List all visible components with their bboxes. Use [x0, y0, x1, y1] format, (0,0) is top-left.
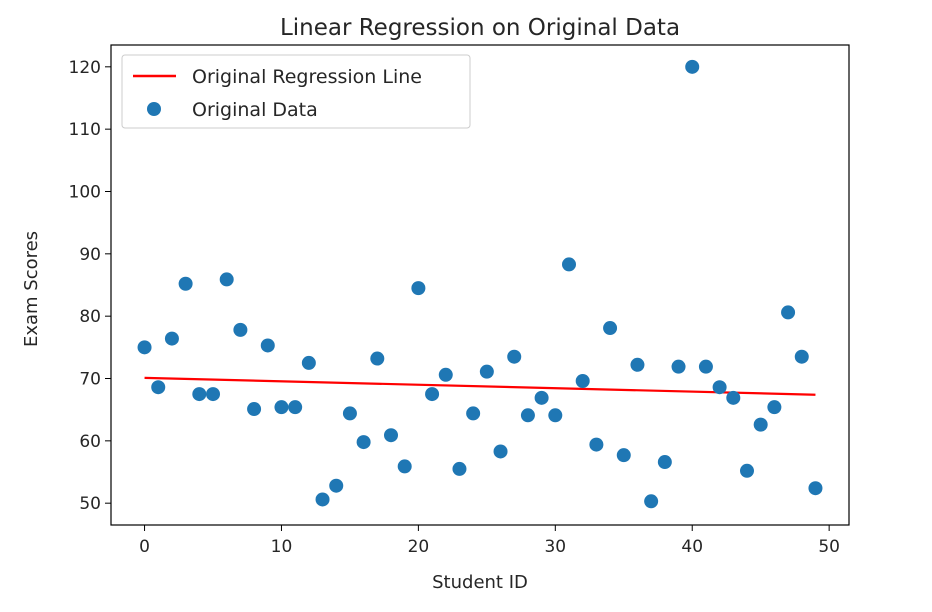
legend-label-regression-line: Original Regression Line — [192, 66, 422, 88]
data-point — [329, 478, 344, 493]
data-point — [192, 387, 207, 402]
chart-title: Linear Regression on Original Data — [280, 15, 680, 41]
data-point — [370, 351, 385, 366]
data-point — [219, 272, 234, 287]
data-point — [561, 257, 576, 272]
x-tick-label: 0 — [139, 537, 150, 557]
data-point — [274, 400, 289, 415]
x-tick-label: 20 — [408, 537, 430, 557]
data-point — [151, 380, 166, 395]
data-point — [164, 331, 179, 346]
x-axis-label: Student ID — [432, 572, 528, 593]
y-tick-label: 80 — [79, 307, 101, 327]
data-point — [781, 305, 796, 320]
data-point — [247, 402, 262, 417]
data-point — [671, 359, 686, 374]
y-axis-label: Exam Scores — [21, 231, 42, 347]
y-axis: 50 60 70 80 90 100 110 120 — [69, 58, 111, 514]
data-point — [356, 435, 371, 450]
data-point — [794, 349, 809, 364]
data-point — [603, 321, 618, 336]
regression-line — [144, 376, 816, 396]
data-point — [301, 355, 316, 370]
legend: Original Regression Line Original Data — [121, 54, 471, 129]
legend-label-original-data: Original Data — [192, 99, 318, 121]
legend-marker-swatch — [147, 102, 161, 116]
y-tick-label: 60 — [79, 432, 101, 452]
data-point — [589, 437, 604, 452]
legend-box — [121, 54, 471, 129]
regression-line-layer — [144, 376, 816, 396]
data-point — [493, 444, 508, 459]
data-point — [260, 338, 275, 353]
data-point — [753, 417, 768, 432]
data-point — [712, 380, 727, 395]
data-point — [411, 281, 426, 296]
data-point — [507, 349, 522, 364]
y-tick-label: 100 — [69, 182, 101, 202]
data-point — [534, 390, 549, 405]
data-point — [479, 364, 494, 379]
y-tick-label: 120 — [69, 58, 101, 78]
scatter-points — [137, 59, 823, 509]
y-tick-label: 110 — [69, 120, 101, 140]
y-tick-label: 70 — [79, 370, 101, 390]
x-axis: 0 10 20 30 40 50 — [139, 525, 840, 557]
data-point — [466, 406, 481, 421]
data-point — [548, 408, 563, 423]
data-point — [384, 428, 399, 443]
data-point — [767, 400, 782, 415]
y-tick-label: 50 — [79, 494, 101, 514]
data-point — [137, 340, 152, 355]
data-point — [657, 455, 672, 470]
x-tick-label: 30 — [544, 537, 566, 557]
data-point — [808, 481, 823, 496]
data-point — [233, 322, 248, 337]
x-tick-label: 40 — [681, 537, 703, 557]
data-point — [520, 408, 535, 423]
data-point — [397, 459, 412, 474]
data-point — [288, 400, 303, 415]
data-point — [575, 374, 590, 388]
y-tick-label: 90 — [79, 245, 101, 265]
data-point — [452, 461, 467, 476]
x-tick-label: 50 — [818, 537, 840, 557]
data-point — [685, 59, 700, 74]
data-point — [315, 492, 330, 507]
data-point — [698, 359, 713, 374]
x-tick-label: 10 — [271, 537, 293, 557]
data-point — [425, 387, 440, 402]
data-point — [644, 494, 659, 509]
data-point — [438, 367, 453, 382]
data-point — [342, 406, 357, 421]
data-point — [206, 387, 221, 402]
data-point — [726, 390, 741, 405]
data-point — [630, 357, 645, 372]
data-point — [178, 276, 193, 291]
data-point — [739, 463, 754, 478]
data-point — [616, 448, 631, 463]
